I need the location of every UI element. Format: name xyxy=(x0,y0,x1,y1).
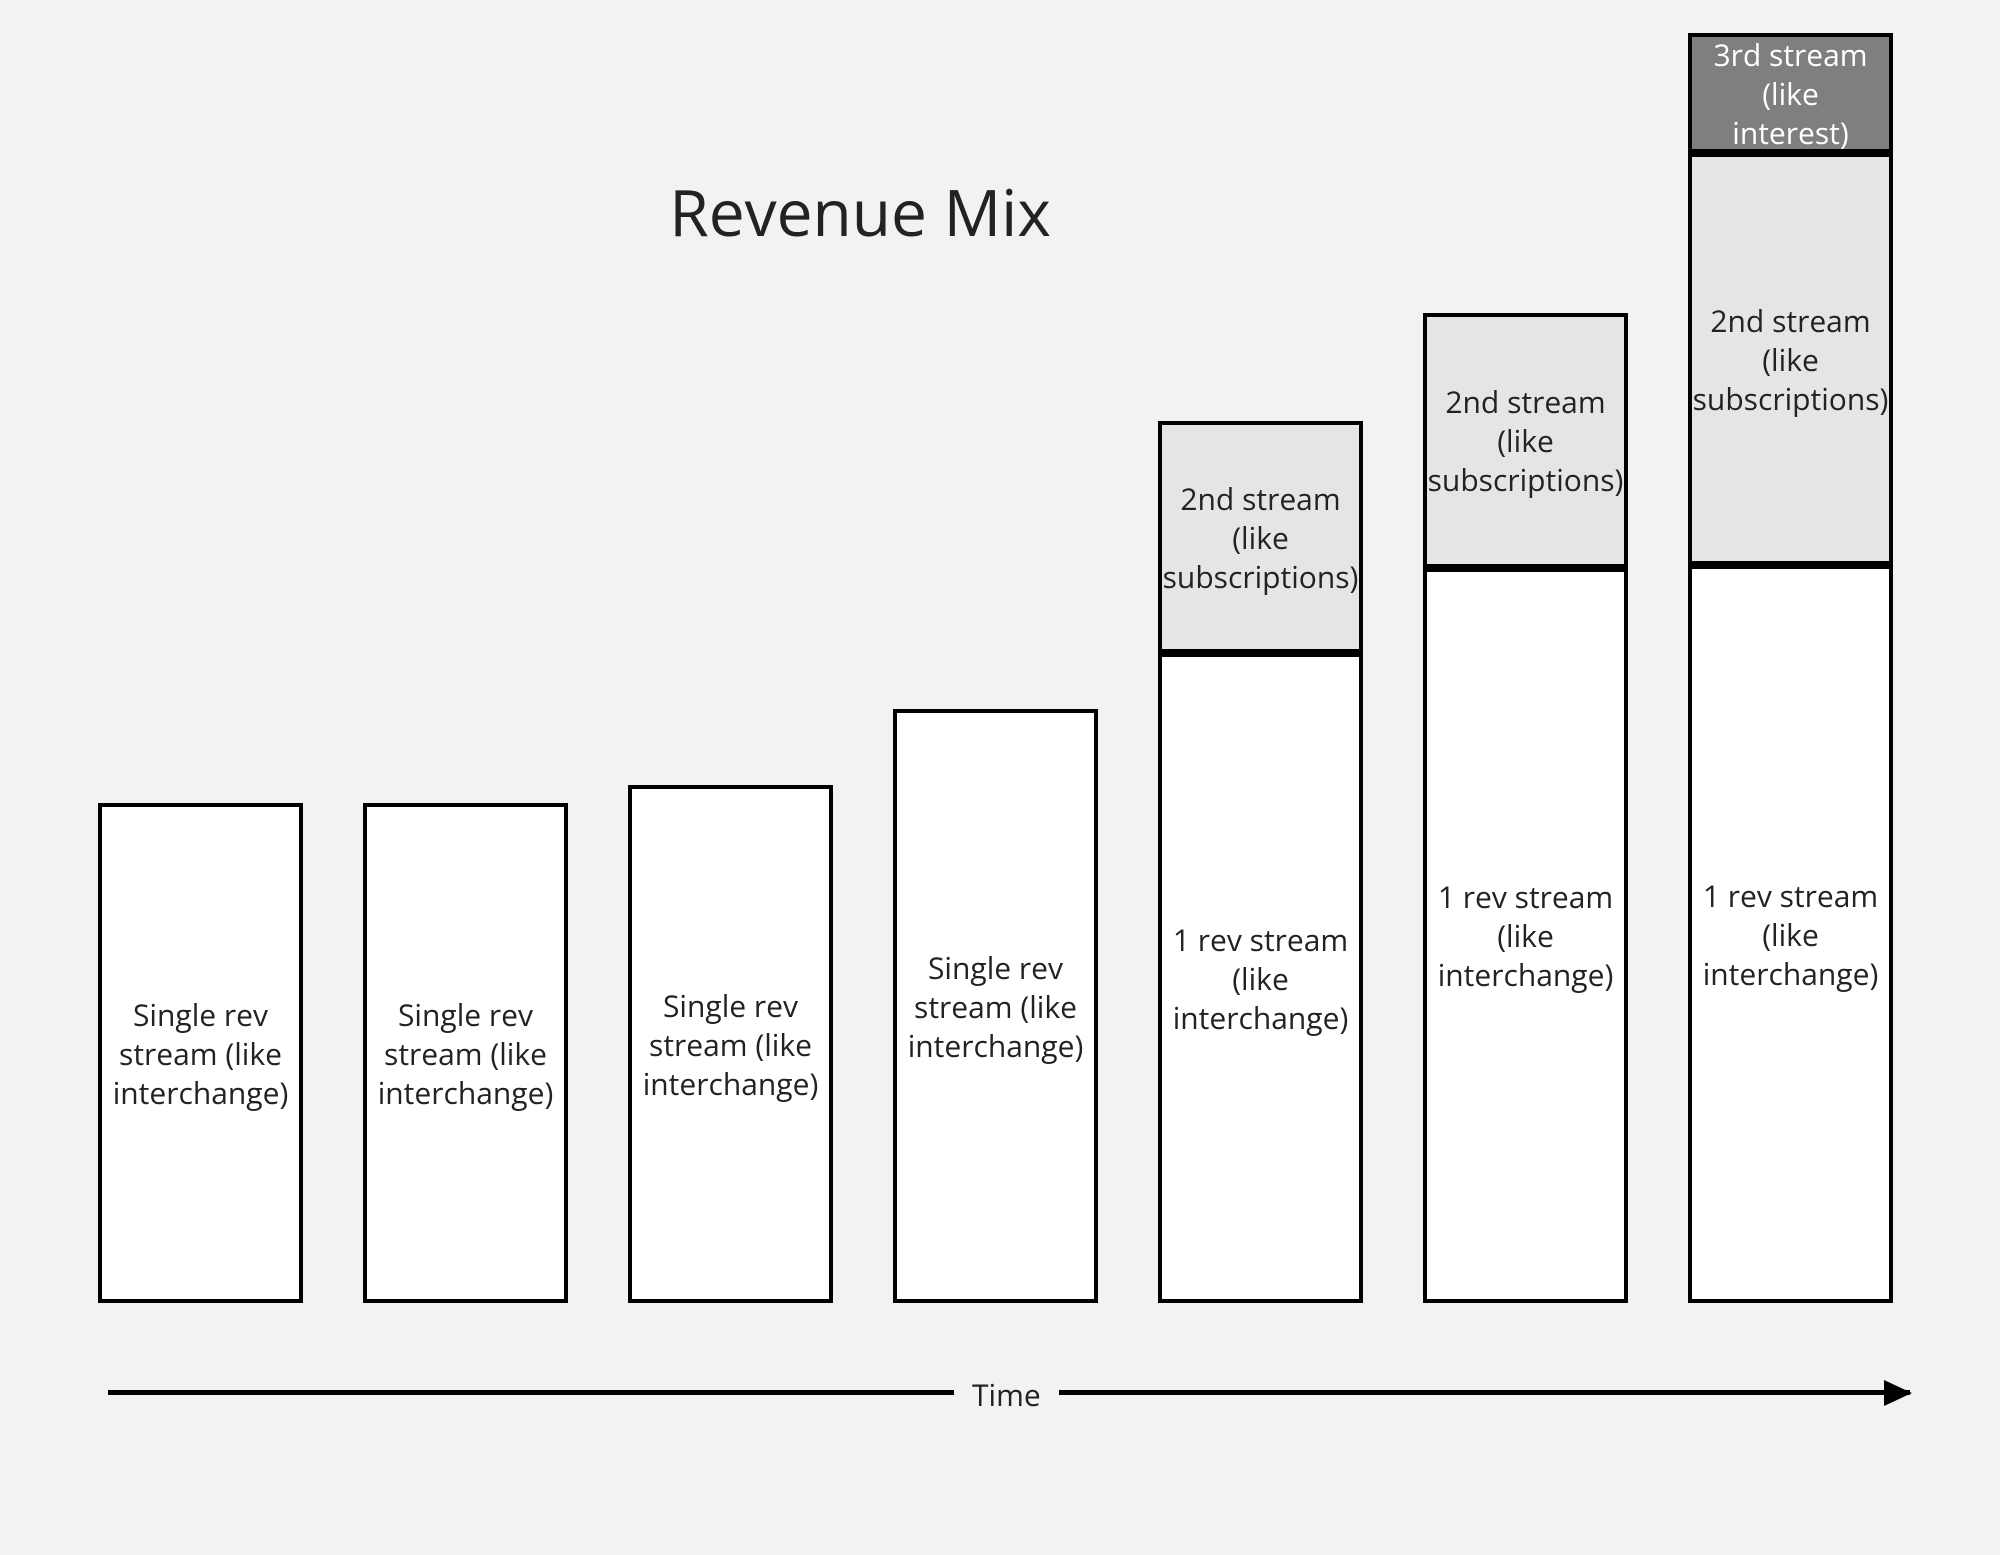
bar-2: Single rev stream (like interchange) xyxy=(363,803,568,1303)
chart-bars-area: Single rev stream (like interchange) Sing… xyxy=(0,3,2000,1303)
bar-3-segment-1: Single rev stream (like interchange) xyxy=(628,785,833,1303)
bar-6-segment-1: 1 rev stream (like interchange) xyxy=(1423,568,1628,1303)
bar-4: Single rev stream (like interchange) xyxy=(893,709,1098,1303)
time-axis-label: Time xyxy=(954,1374,1059,1415)
bar-5-segment-1: 1 rev stream (like interchange) xyxy=(1158,653,1363,1303)
bar-1: Single rev stream (like interchange) xyxy=(98,803,303,1303)
bar-7-segment-3: 3rd stream (like interest) xyxy=(1688,33,1893,153)
bar-4-segment-1: Single rev stream (like interchange) xyxy=(893,709,1098,1303)
bar-2-segment-1: Single rev stream (like interchange) xyxy=(363,803,568,1303)
bar-6-segment-2: 2nd stream (like subscriptions) xyxy=(1423,313,1628,568)
bar-6: 1 rev stream (like interchange)2nd strea… xyxy=(1423,313,1628,1303)
bar-7: 1 rev stream (like interchange)2nd strea… xyxy=(1688,33,1893,1303)
bar-3: Single rev stream (like interchange) xyxy=(628,785,833,1303)
bar-5-segment-2: 2nd stream (like subscriptions) xyxy=(1158,421,1363,653)
bar-7-segment-1: 1 rev stream (like interchange) xyxy=(1688,565,1893,1303)
bar-7-segment-2: 2nd stream (like subscriptions) xyxy=(1688,153,1893,565)
bar-1-segment-1: Single rev stream (like interchange) xyxy=(98,803,303,1303)
bar-5: 1 rev stream (like interchange)2nd strea… xyxy=(1158,421,1363,1303)
